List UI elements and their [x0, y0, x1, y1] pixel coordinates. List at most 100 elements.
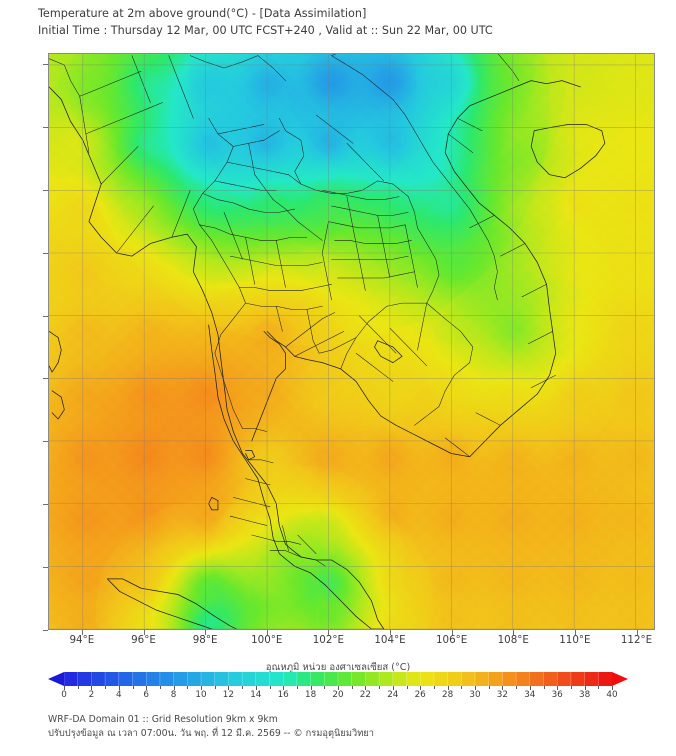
colorbar-tick — [77, 686, 79, 689]
x-axis-tick-mark — [205, 630, 207, 635]
x-axis-tick-mark — [266, 630, 268, 635]
y-axis-tick-mark — [43, 126, 48, 128]
colorbar-tick — [255, 686, 257, 690]
colorbar-tick — [64, 686, 65, 690]
colorbar-tick — [392, 686, 394, 690]
colorbar-tick-label: 20 — [332, 690, 344, 700]
colorbar-tick — [475, 686, 476, 690]
y-axis-tick-mark — [43, 441, 48, 443]
x-axis-tick-label: 94°E — [69, 634, 95, 646]
chart-subtitle: Initial Time : Thursday 12 Mar, 00 UTC F… — [38, 23, 493, 37]
colorbar-tick — [488, 686, 490, 689]
colorbar-block: อุณหภูมิ หน่วย องศาเซลเซียส (°C) 0 2 4 6 8 10… — [0, 660, 676, 710]
colorbar-tick — [584, 686, 586, 690]
colorbar-tick — [433, 686, 435, 689]
chart-title-block: Temperature at 2m above ground(°C) - [Da… — [38, 6, 658, 39]
colorbar-tick-label: 24 — [387, 690, 399, 700]
x-axis-tick-label: 102°E — [312, 634, 345, 646]
colorbar-tick-label: 36 — [551, 690, 563, 700]
x-axis-tick-mark — [451, 630, 453, 635]
chart-title: Temperature at 2m above ground(°C) - [Da… — [38, 7, 367, 20]
colorbar-tick-label: 40 — [606, 690, 618, 700]
colorbar-tick-label: 38 — [578, 690, 591, 700]
x-axis-tick-mark — [143, 630, 145, 635]
x-axis-tick-mark — [81, 630, 83, 635]
colorbar-tick — [502, 686, 504, 690]
y-axis-tick-mark — [43, 630, 48, 631]
footer-model-info: WRF-DA Domain 01 :: Grid Resolution 9km … — [48, 714, 278, 725]
colorbar-tick-label: 34 — [524, 690, 536, 700]
colorbar-tick — [159, 686, 161, 689]
colorbar-tick-label: 32 — [496, 690, 508, 700]
colorbar-tick — [447, 686, 449, 690]
colorbar-tick — [516, 686, 518, 689]
colorbar-tick-label: 28 — [441, 690, 454, 700]
colorbar-tick — [598, 686, 600, 689]
x-axis-tick-label: 98°E — [192, 634, 218, 646]
colorbar-tick — [242, 686, 244, 689]
x-axis-tick-label: 100°E — [251, 634, 283, 646]
colorbar-tick-label: 16 — [277, 690, 289, 700]
y-axis-tick-mark — [43, 64, 48, 65]
colorbar-tick-label: 22 — [359, 690, 371, 700]
colorbar-tick — [214, 686, 216, 689]
colorbar-tick — [420, 686, 422, 690]
footer-block: WRF-DA Domain 01 :: Grid Resolution 9km … — [48, 713, 648, 741]
colorbar-tick — [310, 686, 312, 690]
colorbar-tick — [269, 686, 271, 689]
colorbar-tick — [91, 686, 93, 690]
y-axis-tick-mark — [43, 378, 48, 380]
colorbar-tick-label: 30 — [469, 690, 481, 700]
colorbar-svg — [48, 672, 628, 686]
colorbar-tick-label: 12 — [222, 690, 234, 700]
y-axis-tick-mark — [43, 504, 48, 506]
colorbar-tick — [132, 686, 134, 689]
x-axis-tick-label: 108°E — [497, 634, 529, 646]
colorbar-tick — [529, 686, 531, 690]
colorbar-tick — [406, 686, 408, 689]
colorbar-tick — [379, 686, 381, 689]
colorbar-tick-label: 6 — [143, 690, 149, 700]
colorbar-tick-label: 0 — [61, 690, 67, 700]
map-plot-area — [48, 53, 655, 630]
colorbar-tick — [612, 686, 613, 690]
y-axis-tick-mark — [43, 252, 48, 254]
temperature-field — [49, 54, 654, 629]
colorbar-tick — [283, 686, 285, 690]
coastline-border-overlay — [49, 54, 606, 629]
colorbar-tick — [296, 686, 298, 689]
x-axis-tick-label: 110°E — [559, 634, 591, 646]
colorbar-tick — [543, 686, 545, 689]
colorbar-tick-label: 14 — [250, 690, 262, 700]
lat-lon-gridlines — [49, 54, 654, 629]
y-axis-tick-mark — [43, 189, 48, 191]
colorbar-axis: 0 2 4 6 8 10 12 14 16 18 20 22 24 26 28 30 32 34 36 38 40 — [48, 686, 628, 704]
colorbar-tick-label: 26 — [414, 690, 426, 700]
x-axis-tick-label: 106°E — [435, 634, 468, 646]
colorbar-tick — [173, 686, 175, 690]
colorbar-tick — [461, 686, 463, 689]
colorbar-tick-label: 18 — [304, 690, 317, 700]
colorbar-tick — [324, 686, 326, 689]
x-axis-tick-label: 96°E — [131, 634, 156, 646]
colorbar-tick — [228, 686, 230, 690]
x-axis-tick-mark — [513, 630, 515, 635]
colorbar-tick-label: 4 — [115, 690, 122, 700]
colorbar-tick-label: 10 — [195, 690, 207, 700]
x-axis-tick-mark — [328, 630, 330, 635]
footer-credit: ปรับปรุงข้อมูล ณ เวลา 07:00น. วัน พฤ. ที… — [48, 728, 374, 739]
y-axis-tick-mark — [43, 567, 48, 569]
colorbar-tick — [201, 686, 202, 690]
colorbar-tick — [105, 686, 107, 689]
colorbar-title: อุณหภูมิ หน่วย องศาเซลเซียส (°C) — [265, 662, 411, 673]
colorbar-tick-label: 8 — [170, 690, 177, 700]
x-axis-tick-mark — [636, 630, 638, 635]
colorbar-tick — [557, 686, 559, 690]
colorbar-tick — [365, 686, 367, 690]
y-axis-tick-mark — [43, 315, 48, 317]
colorbar-tick — [146, 686, 148, 690]
colorbar-tick — [570, 686, 572, 689]
x-axis-tick-mark — [390, 630, 391, 635]
colorbar-tick — [118, 686, 120, 690]
colorbar-tick — [338, 686, 339, 690]
